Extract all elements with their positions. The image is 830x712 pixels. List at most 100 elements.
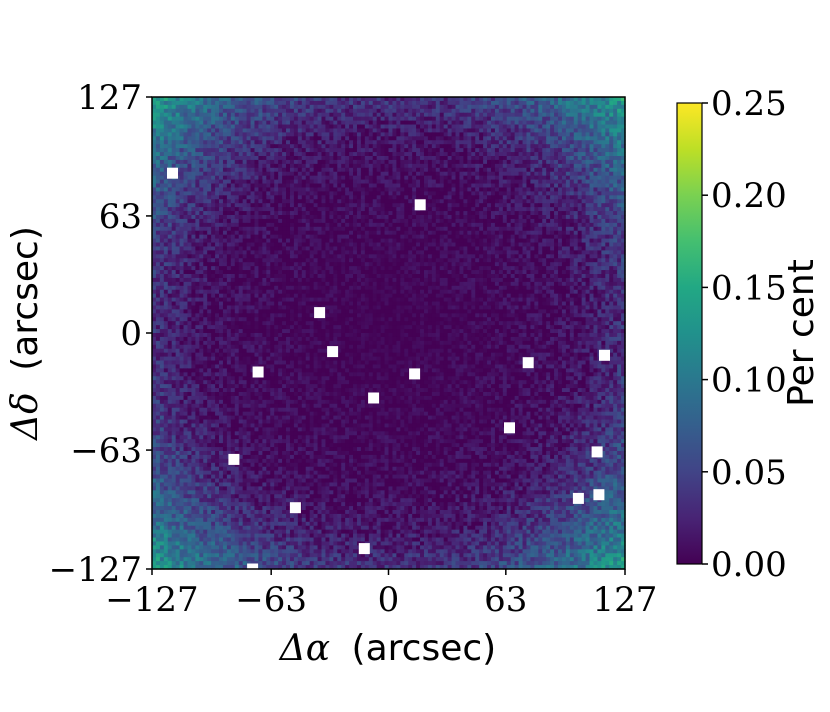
heatmap-cell: [155, 175, 161, 181]
heatmap-cell: [242, 104, 248, 110]
heatmap-cell: [270, 242, 275, 248]
heatmap-cell: [431, 191, 437, 196]
heatmap-cell: [163, 140, 169, 145]
heatmap-cell: [171, 136, 177, 141]
heatmap-cell: [613, 238, 618, 244]
heatmap-cell: [506, 211, 512, 216]
heatmap-cell: [577, 163, 583, 169]
heatmap-cell: [313, 218, 319, 224]
heatmap-cell: [152, 179, 157, 185]
heatmap-cell: [420, 148, 425, 153]
heatmap-cell: [230, 187, 236, 192]
heatmap-cell: [219, 238, 224, 244]
heatmap-cell: [380, 144, 386, 149]
heatmap-cell: [199, 136, 204, 141]
heatmap-cell: [262, 234, 267, 240]
heatmap-cell: [329, 218, 334, 224]
heatmap-cell: [266, 258, 271, 263]
heatmap-cell: [435, 211, 441, 216]
heatmap-cell: [238, 187, 244, 192]
heatmap-cell: [183, 136, 189, 141]
heatmap-cell: [171, 258, 177, 263]
heatmap-cell: [427, 230, 433, 236]
heatmap-cell: [353, 175, 358, 181]
heatmap-cell: [400, 183, 405, 189]
heatmap-cell: [329, 226, 334, 232]
heatmap-cell: [325, 250, 330, 255]
heatmap-cell: [408, 238, 413, 244]
heatmap-cell: [463, 132, 468, 137]
heatmap-cell: [333, 128, 338, 133]
heatmap-cell: [581, 156, 587, 161]
heatmap-cell: [242, 203, 248, 208]
heatmap-cell: [230, 226, 236, 232]
heatmap-cell: [325, 132, 330, 137]
heatmap-cell: [293, 97, 299, 102]
heatmap-cell: [601, 207, 606, 212]
heatmap-cell: [270, 159, 275, 165]
heatmap-cell: [593, 183, 599, 189]
heatmap-cell: [561, 152, 567, 157]
heatmap-cell: [167, 203, 173, 208]
heatmap-cell: [183, 218, 189, 224]
heatmap-cell: [238, 211, 244, 216]
heatmap-cell: [546, 207, 551, 212]
heatmap-cell: [561, 187, 567, 192]
heatmap-cell: [522, 104, 528, 110]
heatmap-cell: [246, 167, 252, 173]
heatmap-cell: [490, 136, 496, 141]
heatmap-cell: [163, 159, 169, 165]
heatmap-cell: [266, 136, 271, 141]
heatmap-cell: [171, 234, 177, 240]
heatmap-cell: [605, 195, 610, 200]
heatmap-cell: [577, 128, 583, 133]
heatmap-cell: [317, 199, 323, 204]
heatmap-cell: [203, 132, 208, 137]
heatmap-cell: [605, 100, 610, 106]
heatmap-cell: [585, 116, 591, 122]
heatmap-cell: [321, 97, 327, 102]
heatmap-cell: [431, 246, 437, 251]
heatmap-cell: [207, 226, 212, 232]
heatmap-cell: [333, 175, 338, 181]
heatmap-cell: [447, 187, 453, 192]
heatmap-cell: [384, 218, 390, 224]
heatmap-cell: [412, 156, 417, 161]
heatmap-cell: [187, 132, 193, 137]
heatmap-cell: [427, 242, 433, 248]
heatmap-cell: [191, 258, 196, 263]
heatmap-cell: [337, 254, 342, 259]
heatmap-cell: [514, 175, 520, 181]
heatmap-cell: [159, 238, 165, 244]
heatmap-cell: [435, 108, 441, 114]
heatmap-cell: [341, 108, 346, 114]
heatmap-cell: [309, 183, 315, 189]
heatmap-cell: [380, 140, 386, 145]
heatmap-cell: [159, 258, 165, 263]
heatmap-cell: [325, 112, 330, 118]
heatmap-cell: [230, 136, 236, 141]
heatmap-cell: [372, 116, 378, 122]
heatmap-cell: [262, 211, 267, 216]
heatmap-cell: [416, 242, 421, 248]
heatmap-cell: [388, 234, 394, 240]
heatmap-cell: [372, 124, 378, 130]
heatmap-cell: [467, 222, 472, 228]
heatmap-cell: [286, 156, 291, 161]
heatmap-cell: [404, 144, 409, 149]
heatmap-cell: [522, 100, 528, 106]
heatmap-cell: [356, 171, 362, 177]
heatmap-cell: [219, 199, 224, 204]
heatmap-cell: [581, 222, 587, 228]
heatmap-cell: [487, 116, 492, 122]
heatmap-cell: [605, 226, 610, 232]
heatmap-cell: [396, 167, 401, 173]
heatmap-cell: [353, 211, 358, 216]
heatmap-cell: [274, 191, 279, 196]
heatmap-cell: [412, 250, 417, 255]
heatmap-cell: [152, 132, 157, 137]
heatmap-cell: [494, 195, 500, 200]
heatmap-cell: [530, 179, 535, 185]
heatmap-cell: [238, 144, 244, 149]
heatmap-cell: [175, 199, 181, 204]
